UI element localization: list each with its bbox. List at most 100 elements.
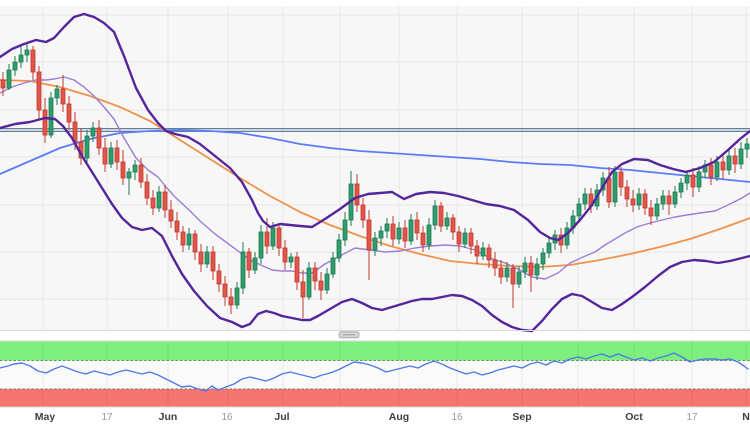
candle-body xyxy=(390,223,396,240)
candle-body xyxy=(354,183,360,206)
candle-body xyxy=(336,239,342,259)
candle-body xyxy=(42,109,48,136)
candle-body xyxy=(660,195,666,205)
candle-down xyxy=(198,244,204,272)
candles xyxy=(0,44,750,318)
candle-down xyxy=(414,212,420,240)
candle-body xyxy=(732,155,738,165)
candle-body xyxy=(420,232,426,246)
candle-down xyxy=(642,189,648,215)
candle-body xyxy=(6,69,12,89)
candle-up xyxy=(108,142,114,168)
candle-down xyxy=(456,226,462,252)
candle-body xyxy=(60,88,66,105)
candle-body xyxy=(372,237,378,251)
candle-body xyxy=(102,147,108,165)
candle-up xyxy=(306,262,312,300)
candle-body xyxy=(84,135,90,159)
candle-up xyxy=(378,226,384,246)
candle-body xyxy=(90,127,96,137)
candle-body xyxy=(510,267,516,285)
candle-body xyxy=(528,262,534,276)
candle-body xyxy=(696,171,702,188)
candle-body xyxy=(546,242,552,254)
candle-body xyxy=(504,267,510,278)
candle-up xyxy=(234,282,240,309)
oscillator-pane[interactable] xyxy=(0,340,750,408)
candle-down xyxy=(222,276,228,306)
candle-down xyxy=(720,154,726,179)
candle-down xyxy=(36,66,42,120)
candle-body xyxy=(312,267,318,282)
price-pane[interactable] xyxy=(0,6,750,333)
candle-up xyxy=(582,188,588,210)
candle-up xyxy=(696,166,702,192)
oscillator-line xyxy=(0,352,749,392)
candle-down xyxy=(102,138,108,172)
candle-body xyxy=(198,251,204,265)
candle-body xyxy=(414,219,420,234)
candle-up xyxy=(678,178,684,198)
candle-body xyxy=(132,164,138,173)
candle-down xyxy=(276,224,282,256)
candle-down xyxy=(690,168,696,197)
candle-body xyxy=(666,195,672,205)
x-axis-label-day: 16 xyxy=(451,412,463,423)
candle-body xyxy=(24,49,30,56)
candle-body xyxy=(642,193,648,209)
candle-body xyxy=(168,209,174,222)
candle-body xyxy=(180,231,186,246)
candle-body xyxy=(300,281,306,298)
candle-body xyxy=(408,219,414,242)
candle-body xyxy=(714,161,720,178)
candle-body xyxy=(156,191,162,209)
candle-body xyxy=(288,256,294,263)
pane-divider-handle[interactable] xyxy=(338,331,360,339)
candle-up xyxy=(84,130,90,162)
candle-down xyxy=(180,226,186,252)
x-axis-label-day: 17 xyxy=(101,412,113,423)
candle-body xyxy=(174,220,180,233)
candle-down xyxy=(192,230,198,260)
candle-body xyxy=(0,79,6,89)
candle-body xyxy=(606,177,612,203)
candle-body xyxy=(492,259,498,269)
candle-down xyxy=(450,214,456,240)
candle-body xyxy=(30,49,36,73)
sma-blue-line xyxy=(0,129,750,183)
candle-down xyxy=(528,256,534,292)
candle-body xyxy=(324,273,330,291)
bollinger-upper-line xyxy=(0,12,750,242)
candle-body xyxy=(708,164,714,178)
candle-up xyxy=(6,64,12,90)
x-axis-label-month: N xyxy=(742,411,750,423)
candle-body xyxy=(462,232,468,245)
candle-down xyxy=(300,270,306,318)
candle-down xyxy=(168,200,174,228)
price-pane-background[interactable] xyxy=(0,6,750,330)
candle-up xyxy=(12,56,18,76)
candle-down xyxy=(60,75,66,112)
candle-down xyxy=(318,272,324,300)
candle-up xyxy=(330,252,336,278)
candle-body xyxy=(534,263,540,276)
candle-body xyxy=(612,171,618,203)
candle-up xyxy=(324,268,330,294)
oversold-band xyxy=(0,389,750,407)
candle-down xyxy=(486,244,492,268)
candle-body xyxy=(138,164,144,183)
candle-body xyxy=(618,171,624,188)
candle-body xyxy=(564,227,570,246)
candle-down xyxy=(474,240,480,264)
candle-up xyxy=(444,212,450,230)
candle-body xyxy=(402,227,408,242)
bollinger-lower-line xyxy=(0,116,750,333)
candle-down xyxy=(630,190,636,212)
price-level-line xyxy=(0,128,750,132)
candle-up xyxy=(258,225,264,264)
candle-body xyxy=(456,231,462,245)
candle-up xyxy=(516,266,522,288)
candle-body xyxy=(630,198,636,206)
candle-up xyxy=(24,44,30,62)
